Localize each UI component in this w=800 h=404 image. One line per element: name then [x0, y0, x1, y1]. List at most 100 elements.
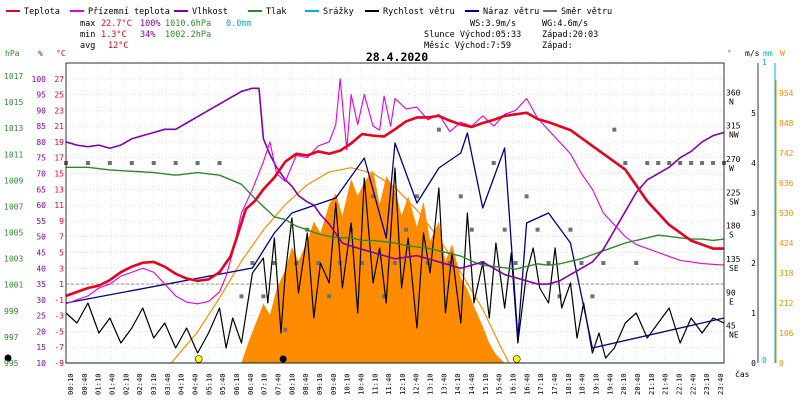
temperature-line	[65, 111, 724, 298]
pressure-tick-label: 1007	[4, 202, 23, 211]
wind-tick-label: 4	[751, 159, 756, 168]
direction-tick-label: N	[729, 97, 734, 106]
wind-direction-mark	[239, 294, 244, 299]
humidity-tick-label: 95	[36, 91, 46, 100]
wind-direction-mark	[623, 161, 628, 165]
wind-direction-mark	[678, 161, 683, 165]
wind-direction-mark	[535, 227, 540, 232]
temperature-tick-label: 1	[59, 280, 64, 289]
x-tick-label: 17:10	[536, 373, 545, 395]
wind-gust-line	[65, 132, 725, 349]
x-tick-label: 02:10	[121, 373, 130, 395]
stats-max-label: max	[80, 19, 95, 29]
wind-direction-mark	[382, 294, 387, 299]
x-tick-label: 03:10	[149, 373, 158, 395]
wind-direction-mark	[568, 227, 573, 232]
pressure-line	[66, 166, 725, 270]
x-tick-label: 23:10	[702, 373, 711, 395]
temperature-tick-label: -7	[54, 343, 64, 352]
x-tick-label: 15:10	[481, 373, 490, 395]
wind-direction-mark	[371, 194, 376, 199]
chart-date-title: 28.4.2020	[366, 50, 428, 64]
pressure-tick-label: 1001	[4, 281, 23, 290]
x-tick-label: 22:10	[675, 373, 684, 395]
x-tick-label: 09:10	[315, 373, 324, 395]
wind-direction-mark	[195, 161, 200, 165]
temperature-tick-label: 5	[59, 248, 64, 257]
temperature-tick-label: 23	[54, 106, 64, 115]
info-block: WS:3.9m/s WG:4.6m/s Slunce Východ:05:33 …	[424, 19, 598, 51]
humidity-tick-label: 45	[36, 248, 46, 257]
direction-tick-label: 45	[726, 322, 736, 331]
x-tick-label: 00:40	[80, 373, 89, 395]
legend-label: Náraz větru	[483, 7, 539, 17]
legend-label: Teplota	[24, 7, 60, 17]
wind-direction-mark	[272, 261, 277, 265]
solar-area	[66, 170, 724, 363]
wind-speed-line	[65, 167, 725, 359]
legend-label: Rychlost větru	[383, 7, 455, 17]
direction-tick-label: SE	[729, 264, 739, 273]
wind-direction-mark	[360, 261, 365, 265]
stats-max-temp: 22.7°C	[101, 19, 132, 29]
humidity-tick-label: 15	[36, 343, 46, 352]
solar-tick-label: 212	[779, 299, 794, 308]
legend-label: Srážky	[323, 7, 354, 17]
pressure-tick-label: 997	[4, 333, 19, 342]
solar-tick-label: 0	[779, 359, 784, 368]
deg-unit: °	[727, 49, 732, 58]
solar-tick-label: 954	[779, 89, 794, 98]
wind-direction-mark	[590, 294, 595, 299]
rain-tick-label: 0	[762, 356, 767, 365]
wind-direction-mark	[458, 194, 463, 199]
wind-direction-mark	[502, 227, 507, 232]
temperature-tick-label: -5	[54, 327, 64, 336]
x-tick-label: 20:10	[619, 373, 628, 395]
wind-direction-mark	[656, 161, 661, 165]
x-tick-label: 19:10	[592, 373, 601, 395]
stats-min-press: 1002.2hPa	[165, 30, 211, 40]
x-tick-label: 14:10	[453, 373, 462, 395]
temperature-tick-label: -3	[54, 312, 64, 321]
wind-direction-mark	[689, 161, 694, 165]
wind-direction-mark	[667, 161, 672, 165]
pressure-tick-label: 995	[4, 359, 19, 368]
x-tick-label: 02:40	[135, 373, 144, 395]
direction-tick-label: S	[729, 231, 734, 240]
sunset-info: Západ:20:03	[542, 30, 598, 40]
wind-direction-mark	[283, 327, 288, 332]
humidity-tick-label: 50	[36, 233, 46, 242]
wind-direction-mark	[261, 294, 266, 299]
wind-direction-mark	[316, 261, 321, 265]
pressure-tick-label: 1011	[4, 150, 23, 159]
solar-tick-label: 424	[779, 239, 794, 248]
x-tick-label: 06:40	[246, 373, 255, 395]
wind-direction-mark	[546, 261, 551, 265]
x-tick-label: 05:40	[218, 373, 227, 395]
x-tick-label: 16:10	[509, 373, 518, 395]
pressure-tick-label: 1005	[4, 229, 23, 238]
x-tick-label: 21:10	[647, 373, 656, 395]
direction-tick-label: 90	[726, 288, 736, 297]
mm-unit: mm	[763, 49, 773, 58]
stats-avg-temp: 12°C	[108, 41, 128, 51]
solar-tick-label: 318	[779, 269, 794, 278]
wind-direction-mark	[491, 161, 496, 165]
pressure-tick-label: 1015	[4, 98, 23, 107]
temperature-tick-label: 25	[54, 91, 64, 100]
humidity-tick-label: 100	[32, 75, 47, 84]
direction-tick-label: NW	[729, 131, 739, 140]
temperature-tick-label: 27	[54, 75, 64, 84]
pressure-tick-label: 999	[4, 307, 19, 316]
x-tick-label: 04:40	[190, 373, 199, 395]
wind-direction-mark	[601, 261, 606, 265]
x-tick-label: 10:10	[343, 373, 352, 395]
humidity-tick-label: 20	[36, 327, 46, 336]
stats-block: max 22.7°C 100% 1010.6hPa 0.0mm min 1.3°…	[80, 19, 252, 51]
x-tick-label: 11:40	[384, 373, 393, 395]
x-tick-label: 16:40	[522, 373, 531, 395]
x-tick-label: 06:10	[232, 373, 241, 395]
wind-direction-mark	[129, 161, 134, 165]
x-tick-label: 07:40	[273, 373, 282, 395]
pressure-tick-label: 1013	[4, 124, 23, 133]
